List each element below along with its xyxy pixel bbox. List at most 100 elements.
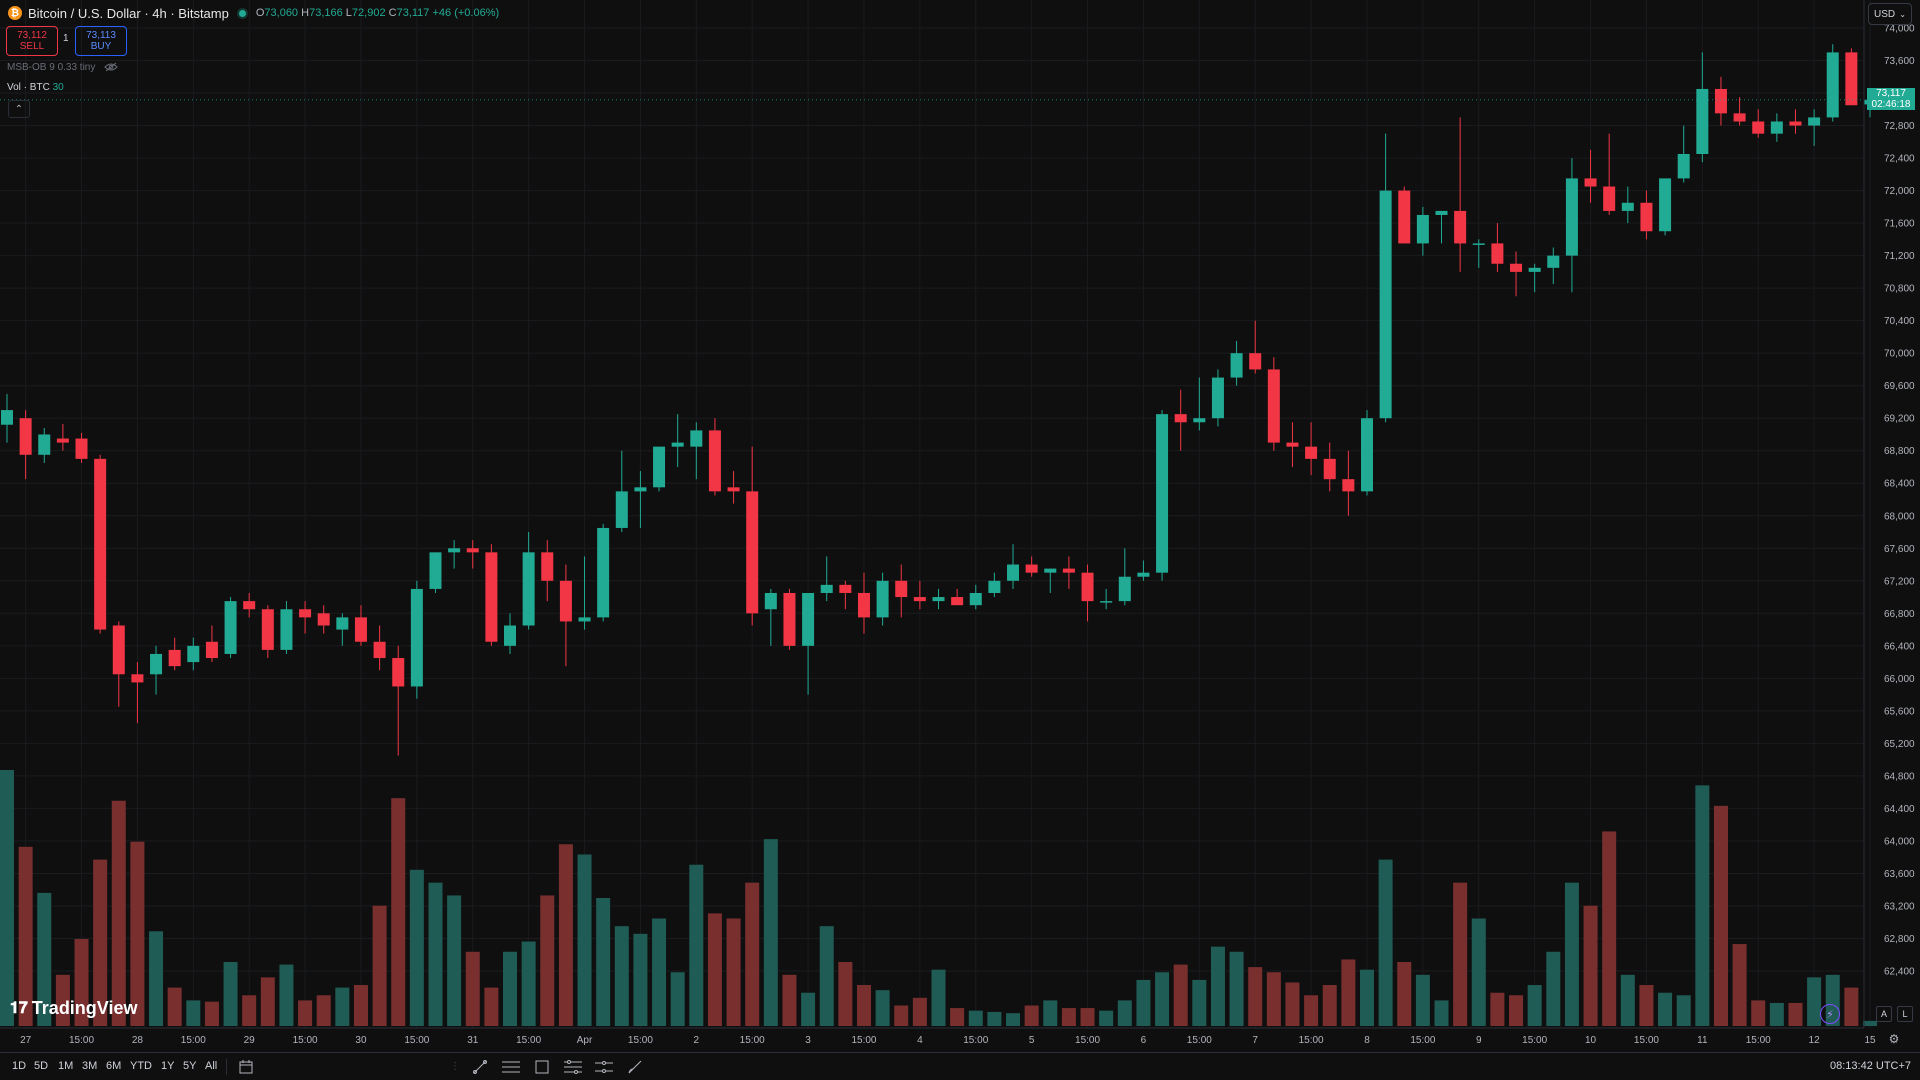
- collapse-legend-button[interactable]: ⌃: [8, 100, 30, 118]
- eye-hidden-icon[interactable]: [104, 62, 118, 72]
- volume-bar: [298, 1000, 313, 1026]
- volume-bar: [1192, 979, 1207, 1026]
- candle-body: [1677, 154, 1690, 179]
- range-1m[interactable]: 1M: [58, 1060, 74, 1072]
- candle-body: [112, 625, 125, 675]
- range-all[interactable]: All: [205, 1060, 218, 1072]
- x-tick-label: 28: [132, 1035, 144, 1046]
- chevron-down-icon: ⌄: [1899, 9, 1906, 19]
- price-chart[interactable]: 62,400 62,800 63,200 63,600 64,000 64,400 64,8…: [0, 0, 1920, 1052]
- volume-bar: [37, 892, 52, 1026]
- gear-icon[interactable]: ⚙: [1888, 1032, 1900, 1046]
- auto-scale-button[interactable]: A: [1876, 1006, 1892, 1022]
- indicator-msb-ob[interactable]: MSB-OB 9 0.33 tiny: [7, 62, 118, 73]
- x-tick-label: 8: [1364, 1035, 1370, 1046]
- log-scale-button[interactable]: L: [1897, 1006, 1913, 1022]
- indicator-volume[interactable]: Vol · BTC 30: [7, 82, 64, 93]
- x-tick-label: 29: [244, 1035, 256, 1046]
- volume-bar: [1266, 972, 1281, 1026]
- range-1y[interactable]: 1Y: [161, 1060, 175, 1072]
- volume-bar: [1751, 1000, 1766, 1026]
- range-6m[interactable]: 6M: [106, 1060, 122, 1072]
- candle-body: [243, 601, 256, 610]
- market-status-dot[interactable]: [238, 9, 246, 17]
- x-tick-label: 15:00: [404, 1035, 429, 1046]
- volume-bar: [1155, 972, 1170, 1026]
- volume-bar: [540, 895, 555, 1026]
- y-tick-label: 69,600: [1884, 381, 1915, 392]
- y-tick-label: 68,000: [1884, 511, 1915, 522]
- range-1d[interactable]: 1D: [12, 1060, 27, 1072]
- volume-bar: [1807, 977, 1822, 1026]
- parallel-channel-icon[interactable]: [594, 1057, 614, 1077]
- x-tick-label: 15:00: [293, 1035, 318, 1046]
- candle-body: [969, 592, 982, 606]
- x-tick-label: 15:00: [963, 1035, 988, 1046]
- x-tick-label: 15:00: [1299, 1035, 1324, 1046]
- brand-name: TradingView: [31, 998, 138, 1018]
- candle-body: [1100, 601, 1113, 603]
- rectangle-icon[interactable]: [532, 1057, 552, 1077]
- candle-body: [1845, 52, 1858, 106]
- x-tick-label: 2: [694, 1035, 700, 1046]
- candle-body: [1398, 190, 1411, 244]
- volume-bar: [1117, 1000, 1132, 1026]
- sell-button[interactable]: 73,112 SELL: [6, 26, 58, 56]
- y-tick-label: 70,800: [1884, 284, 1915, 295]
- fib-icon[interactable]: [563, 1057, 583, 1077]
- volume-bar: [130, 841, 145, 1026]
- x-tick-label: 15:00: [740, 1035, 765, 1046]
- x-tick-label: 15:00: [1746, 1035, 1771, 1046]
- volume-bar: [1080, 1008, 1095, 1026]
- candle-body: [131, 674, 144, 683]
- x-tick-label: 10: [1585, 1035, 1597, 1046]
- range-ytd[interactable]: YTD: [130, 1060, 152, 1072]
- currency-label: USD: [1874, 8, 1896, 20]
- tradingview-logo[interactable]: 𝟏𝟕 TradingView: [10, 998, 138, 1019]
- range-5y[interactable]: 5Y: [183, 1060, 197, 1072]
- calendar-icon[interactable]: [236, 1057, 256, 1077]
- candle-body: [522, 552, 535, 626]
- y-tick-label: 70,000: [1884, 349, 1915, 360]
- candle-body: [820, 584, 833, 593]
- range-5d[interactable]: 5D: [34, 1060, 49, 1072]
- candle-body: [653, 446, 666, 488]
- candle-body: [168, 649, 181, 667]
- buy-price: 73,113: [86, 30, 116, 41]
- y-tick-label: 62,400: [1884, 967, 1915, 978]
- volume-bar: [1304, 995, 1319, 1026]
- horizontal-lines-icon[interactable]: [501, 1057, 521, 1077]
- bar-countdown: 02:46:18: [1871, 98, 1911, 110]
- candle-body: [205, 641, 218, 659]
- volume-bar: [1378, 859, 1393, 1026]
- currency-select[interactable]: USD ⌄: [1868, 3, 1912, 25]
- volume-bar: [558, 844, 573, 1026]
- symbol-title[interactable]: Bitcoin / U.S. Dollar · 4h · Bitstamp: [28, 5, 229, 21]
- candle-body: [839, 584, 852, 593]
- buy-button[interactable]: 73,113 BUY: [75, 26, 127, 56]
- volume-bar: [74, 938, 89, 1026]
- candle-body: [1528, 267, 1541, 272]
- candle-body: [150, 653, 163, 675]
- range-3m[interactable]: 3M: [82, 1060, 98, 1072]
- candle-body: [1062, 568, 1075, 573]
- clock-timezone[interactable]: 08:13:42 UTC+7: [1830, 1060, 1912, 1072]
- candle-body: [1584, 178, 1597, 187]
- trend-line-icon[interactable]: [470, 1057, 490, 1077]
- candle-body: [541, 552, 554, 581]
- x-tick-label: 9: [1476, 1035, 1482, 1046]
- candle-body: [1510, 263, 1523, 272]
- volume-bar: [1397, 962, 1412, 1026]
- volume-bar: [1844, 987, 1859, 1026]
- drag-handle-icon[interactable]: ⋮: [450, 1061, 460, 1072]
- volume-bar: [93, 859, 108, 1026]
- volume-bar: [577, 854, 592, 1026]
- buy-label: BUY: [90, 41, 112, 52]
- candle-body: [94, 458, 107, 630]
- volume-bar: [1620, 974, 1635, 1026]
- volume-bar: [614, 926, 629, 1026]
- candle-body: [429, 552, 442, 589]
- candle-body: [1342, 479, 1355, 492]
- brush-icon[interactable]: [625, 1057, 645, 1077]
- lightning-icon[interactable]: ⚡: [1820, 1004, 1840, 1024]
